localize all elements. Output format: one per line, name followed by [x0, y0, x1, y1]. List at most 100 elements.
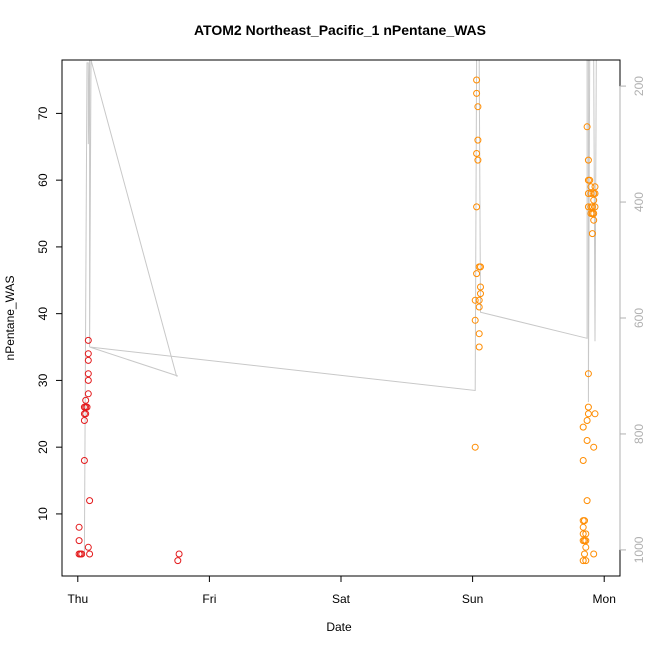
right-tick-label: 400 [632, 192, 646, 212]
data-point [78, 550, 86, 558]
y-tick-label: 10 [36, 507, 50, 521]
y-tick-label: 40 [36, 307, 50, 321]
y-tick-label: 60 [36, 173, 50, 187]
data-point [584, 190, 592, 197]
y-tick-label: 30 [36, 373, 50, 387]
data-point [84, 370, 92, 378]
data-points [75, 76, 599, 565]
data-point [587, 183, 595, 191]
data-point [474, 136, 482, 144]
data-point [473, 203, 481, 211]
data-point [473, 270, 481, 278]
data-point [588, 203, 596, 211]
right-tick-label: 200 [632, 76, 646, 96]
data-point [471, 443, 479, 451]
data-point [583, 417, 591, 424]
data-point [477, 290, 484, 298]
data-point [582, 537, 590, 545]
right-axis: 200 400 600 800 1000 [619, 76, 646, 563]
data-point [591, 203, 599, 211]
y-axis: 10 20 30 40 50 60 70 [36, 106, 63, 521]
data-point [590, 216, 598, 224]
data-point [175, 550, 183, 558]
altitude-track-line [83, 59, 597, 553]
data-point [473, 150, 481, 157]
data-point [84, 356, 92, 364]
data-point [584, 370, 592, 378]
data-point [474, 103, 482, 111]
data-point [475, 296, 483, 304]
right-tick-label: 1000 [632, 536, 646, 563]
data-point [471, 316, 479, 324]
y-tick-label: 70 [36, 106, 50, 120]
plot-frame [61, 59, 621, 577]
right-tick-label: 600 [632, 308, 646, 328]
data-point [174, 557, 182, 565]
x-tick-label: Sat [332, 592, 351, 606]
altitude-track [83, 59, 597, 553]
data-point [86, 497, 94, 505]
data-point [84, 376, 92, 384]
data-point [584, 156, 592, 164]
data-point [473, 76, 481, 84]
data-point [590, 210, 598, 217]
data-point [582, 557, 590, 565]
data-point [475, 330, 483, 338]
data-point [80, 457, 88, 464]
data-point [587, 190, 595, 197]
x-axis: Thu Fri Sat Sun Mon [67, 575, 616, 606]
data-point [586, 176, 594, 184]
data-point [471, 296, 479, 304]
data-point [473, 89, 481, 97]
data-point [579, 457, 587, 464]
x-axis-label: Date [326, 620, 352, 634]
data-point [83, 403, 91, 411]
y-axis-label: nPentane_WAS [3, 276, 17, 361]
data-point [579, 530, 587, 538]
data-point [581, 517, 588, 525]
data-point [84, 350, 92, 358]
data-point [582, 543, 590, 551]
data-point [75, 523, 83, 531]
data-point [588, 230, 596, 238]
data-point [477, 283, 484, 291]
data-point [590, 550, 598, 558]
data-point [75, 537, 83, 545]
data-point [475, 343, 483, 351]
x-tick-label: Thu [67, 592, 88, 606]
chart-title: ATOM2 Northeast_Pacific_1 nPentane_WAS [194, 22, 486, 38]
data-point [591, 183, 599, 191]
data-point [590, 196, 598, 204]
data-point [579, 423, 587, 431]
data-point [84, 390, 92, 398]
data-point [582, 530, 590, 538]
x-tick-label: Mon [593, 592, 616, 606]
data-point [84, 336, 92, 344]
data-point [590, 443, 598, 451]
data-point [584, 403, 592, 411]
data-point [82, 396, 90, 404]
data-point [584, 203, 592, 211]
data-point [591, 190, 599, 197]
data-point [82, 410, 90, 418]
right-tick-label: 800 [632, 424, 646, 444]
data-point [583, 497, 591, 505]
x-tick-label: Fri [202, 592, 216, 606]
data-point [583, 123, 591, 131]
data-point [475, 303, 483, 311]
data-point [579, 557, 587, 565]
data-point [584, 410, 592, 418]
data-point [591, 410, 599, 418]
y-tick-label: 50 [36, 240, 50, 254]
data-point [80, 417, 88, 424]
data-point [477, 263, 484, 271]
data-point [579, 523, 587, 531]
data-point [581, 550, 588, 558]
y-tick-label: 20 [36, 440, 50, 454]
data-point [86, 550, 94, 558]
data-point [84, 543, 92, 551]
data-point [474, 156, 482, 164]
x-tick-label: Sun [462, 592, 483, 606]
data-point [583, 437, 591, 444]
